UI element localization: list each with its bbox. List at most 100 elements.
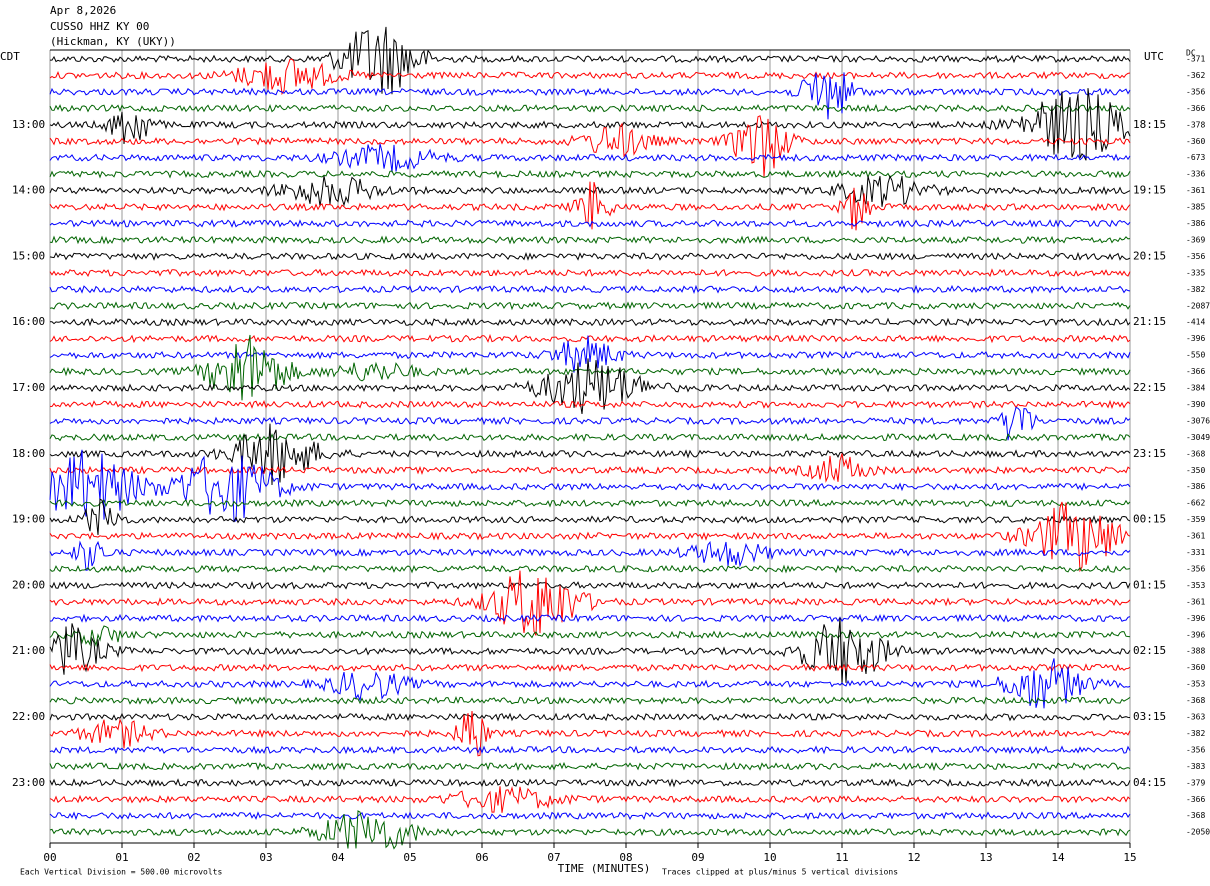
trace xyxy=(49,501,1131,573)
header-date: Apr 8,2026 xyxy=(50,4,116,17)
trace xyxy=(49,432,1131,442)
trace xyxy=(49,103,1131,113)
dc-offset: -361 xyxy=(1186,186,1205,195)
dc-offset: -371 xyxy=(1186,55,1205,64)
dc-offset: -396 xyxy=(1186,630,1205,639)
left-hour-label: 18:00 xyxy=(12,447,45,460)
trace xyxy=(49,219,1131,228)
dc-offset: -3076 xyxy=(1186,416,1210,425)
x-tick-label: 03 xyxy=(259,851,272,864)
dc-offset: -390 xyxy=(1186,400,1205,409)
trace xyxy=(49,498,1131,536)
trace xyxy=(49,613,1131,623)
dc-offset: -361 xyxy=(1186,532,1205,541)
trace xyxy=(49,695,1131,705)
trace xyxy=(49,498,1131,508)
x-tick-label: 11 xyxy=(835,851,848,864)
x-tick-label: 10 xyxy=(763,851,776,864)
trace xyxy=(49,712,1131,722)
x-tick-label: 09 xyxy=(691,851,704,864)
dc-offset: -414 xyxy=(1186,318,1205,327)
left-hour-label: 20:00 xyxy=(12,578,45,591)
trace xyxy=(49,449,1131,523)
dc-offset: -360 xyxy=(1186,663,1205,672)
dc-offset: -662 xyxy=(1186,499,1205,508)
right-hour-label: 04:15 xyxy=(1133,776,1166,789)
dc-offset: -386 xyxy=(1186,482,1205,491)
trace xyxy=(49,778,1131,788)
right-hour-label: 00:15 xyxy=(1133,513,1166,526)
dc-offset: -353 xyxy=(1186,581,1205,590)
trace xyxy=(49,663,1131,673)
dc-offset: -353 xyxy=(1186,680,1205,689)
x-tick-label: 12 xyxy=(907,851,920,864)
dc-offset: -368 xyxy=(1186,811,1205,820)
x-axis-title: TIME (MINUTES) xyxy=(558,862,651,875)
x-tick-label: 15 xyxy=(1123,851,1136,864)
dc-offset: -384 xyxy=(1186,384,1205,393)
trace xyxy=(49,301,1131,311)
x-tick-label: 02 xyxy=(187,851,200,864)
trace xyxy=(49,423,1131,486)
x-tick-label: 07 xyxy=(547,851,560,864)
trace xyxy=(49,334,1131,401)
dc-offset: -363 xyxy=(1186,713,1205,722)
trace xyxy=(49,811,1131,821)
dc-label: DC xyxy=(1186,49,1196,58)
dc-offset: -396 xyxy=(1186,614,1205,623)
trace xyxy=(49,761,1131,772)
trace xyxy=(49,625,1131,648)
footer-left: Each Vertical Division = 500.00 microvol… xyxy=(20,868,222,877)
trace xyxy=(49,317,1131,327)
left-hour-label: 14:00 xyxy=(12,184,45,197)
dc-offset: -2087 xyxy=(1186,301,1210,310)
left-hour-label: 16:00 xyxy=(12,315,45,328)
right-hour-label: 20:15 xyxy=(1133,249,1166,262)
right-hour-label: 03:15 xyxy=(1133,710,1166,723)
x-tick-label: 13 xyxy=(979,851,992,864)
trace xyxy=(49,570,1131,636)
trace xyxy=(49,710,1131,757)
left-hour-label: 17:00 xyxy=(12,381,45,394)
trace xyxy=(49,143,1131,173)
dc-offset: -388 xyxy=(1186,647,1205,656)
left-hour-label: 23:00 xyxy=(12,776,45,789)
trace xyxy=(49,181,1131,231)
right-timezone: UTC xyxy=(1144,50,1164,63)
dc-offset: -366 xyxy=(1186,367,1205,376)
traces xyxy=(49,26,1131,850)
dc-offset: -2050 xyxy=(1186,828,1210,837)
dc-offset: -331 xyxy=(1186,548,1205,557)
dc-offset: -360 xyxy=(1186,137,1205,146)
trace xyxy=(49,406,1131,441)
x-tick-label: 06 xyxy=(475,851,488,864)
trace xyxy=(49,745,1131,755)
trace xyxy=(49,169,1131,179)
trace xyxy=(49,284,1131,295)
dc-offset: -356 xyxy=(1186,745,1205,754)
trace xyxy=(49,785,1131,813)
left-hour-label: 22:00 xyxy=(12,710,45,723)
dc-offset: -396 xyxy=(1186,334,1205,343)
dc-offset: -336 xyxy=(1186,170,1205,179)
trace xyxy=(49,810,1131,850)
x-tick-label: 00 xyxy=(43,851,56,864)
x-tick-label: 05 xyxy=(403,851,416,864)
trace xyxy=(49,235,1131,245)
right-hour-label: 18:15 xyxy=(1133,118,1166,131)
header-station: CUSSO HHZ KY 00 xyxy=(50,20,149,33)
left-hour-label: 19:00 xyxy=(12,513,45,526)
dc-offset: -379 xyxy=(1186,778,1205,787)
dc-offset: -335 xyxy=(1186,268,1205,277)
dc-offset: -356 xyxy=(1186,87,1205,96)
dc-offset: -382 xyxy=(1186,729,1205,738)
trace xyxy=(49,72,1131,120)
right-hour-label: 01:15 xyxy=(1133,578,1166,591)
dc-offset: -362 xyxy=(1186,71,1205,80)
right-hour-label: 19:15 xyxy=(1133,184,1166,197)
dc-offset: -368 xyxy=(1186,696,1205,705)
left-hour-label: 15:00 xyxy=(12,249,45,262)
dc-offset: -366 xyxy=(1186,795,1205,804)
x-tick-label: 08 xyxy=(619,851,632,864)
dc-offset: -382 xyxy=(1186,285,1205,294)
